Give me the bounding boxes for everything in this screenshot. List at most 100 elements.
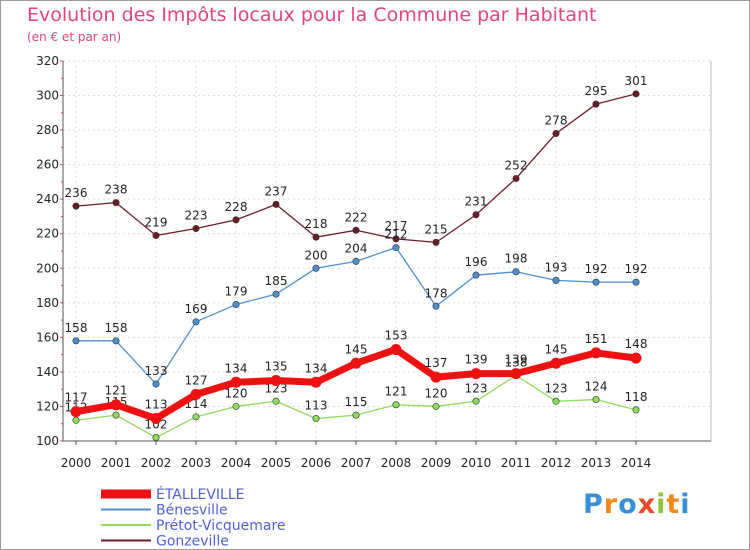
data-label: 120 (425, 386, 448, 400)
data-point (352, 257, 360, 265)
y-tick-label: 320 (36, 54, 59, 68)
data-label: 115 (345, 395, 368, 409)
x-tick-label: 2004 (221, 456, 252, 470)
data-point (632, 90, 640, 98)
data-label: 204 (345, 241, 368, 255)
y-tick-label: 240 (36, 192, 59, 206)
y-tick-label: 280 (36, 123, 59, 137)
x-tick-label: 2001 (101, 456, 132, 470)
data-label: 252 (505, 158, 528, 172)
x-tick-label: 2007 (341, 456, 372, 470)
data-label: 219 (145, 215, 168, 229)
logo-letter: r (603, 489, 619, 520)
data-point (350, 357, 362, 369)
data-label: 222 (345, 210, 368, 224)
data-label: 120 (225, 386, 248, 400)
data-label: 278 (545, 114, 568, 128)
data-label: 196 (465, 255, 488, 269)
data-label: 228 (225, 200, 248, 214)
data-label: 237 (265, 184, 288, 198)
data-point (312, 415, 320, 423)
data-label: 223 (185, 209, 208, 223)
data-point (272, 397, 280, 405)
data-label: 102 (145, 418, 168, 432)
data-point (272, 290, 280, 298)
data-point (312, 264, 320, 272)
data-point (550, 357, 562, 369)
data-label: 169 (185, 302, 208, 316)
data-point (552, 276, 560, 284)
data-label: 134 (305, 361, 328, 375)
x-tick-label: 2002 (141, 456, 172, 470)
data-label: 200 (305, 248, 328, 262)
y-tick-label: 300 (36, 89, 59, 103)
data-label: 198 (505, 252, 528, 266)
data-point (592, 100, 600, 108)
x-tick-label: 2012 (541, 456, 572, 470)
data-label: 121 (105, 384, 128, 398)
data-point (152, 231, 160, 239)
logo-letter: P (583, 489, 604, 520)
data-label: 123 (265, 381, 288, 395)
data-point (392, 401, 400, 409)
x-tick-label: 2000 (61, 456, 92, 470)
y-tick-label: 100 (36, 434, 59, 448)
data-point (72, 416, 80, 424)
data-label: 113 (145, 398, 168, 412)
data-point (190, 388, 202, 400)
data-point (432, 402, 440, 410)
data-point (72, 202, 80, 210)
legend-entry: Gonzeville (156, 534, 229, 550)
x-tick-label: 2005 (261, 456, 292, 470)
data-point (112, 199, 120, 207)
data-point (472, 271, 480, 279)
y-tick-label: 220 (36, 227, 59, 241)
data-label: 193 (545, 260, 568, 274)
data-point (112, 411, 120, 419)
data-label: 134 (225, 361, 248, 375)
legend-entry: Prétot-Vicquemare (156, 518, 286, 534)
data-label: 138 (505, 355, 528, 369)
data-point (632, 406, 640, 414)
data-label: 135 (265, 360, 288, 374)
data-point (432, 238, 440, 246)
data-point (592, 396, 600, 404)
data-point (150, 413, 162, 425)
data-label: 179 (225, 285, 248, 299)
legend-entry: ÉTALLEVILLE (156, 486, 244, 503)
data-point (552, 397, 560, 405)
data-label: 137 (425, 356, 448, 370)
data-label: 236 (65, 186, 88, 200)
legend-entry: Bénesville (156, 503, 228, 519)
data-label: 192 (625, 262, 648, 276)
x-tick-label: 2008 (381, 456, 412, 470)
data-point (270, 375, 282, 387)
data-point (590, 347, 602, 359)
data-label: 231 (465, 195, 488, 209)
data-point (512, 174, 520, 182)
data-label: 145 (545, 342, 568, 356)
y-tick-label: 200 (36, 261, 59, 275)
x-tick-label: 2009 (421, 456, 452, 470)
data-label: 158 (105, 321, 128, 335)
data-point (232, 216, 240, 224)
chart-title: Evolution des Impôts locaux pour la Comm… (27, 4, 597, 26)
data-label: 145 (345, 342, 368, 356)
data-label: 139 (505, 353, 528, 367)
logo-letter: o (618, 489, 638, 520)
data-point (430, 371, 442, 383)
data-point (512, 268, 520, 276)
data-label: 121 (385, 385, 408, 399)
data-label: 178 (425, 286, 448, 300)
data-point (192, 225, 200, 233)
data-label: 185 (265, 274, 288, 288)
data-point (472, 211, 480, 219)
data-point (392, 244, 400, 252)
x-tick-label: 2011 (501, 456, 532, 470)
data-point (310, 376, 322, 388)
data-label: 118 (625, 390, 648, 404)
data-point (632, 278, 640, 286)
data-point (110, 399, 122, 411)
data-point (72, 337, 80, 345)
